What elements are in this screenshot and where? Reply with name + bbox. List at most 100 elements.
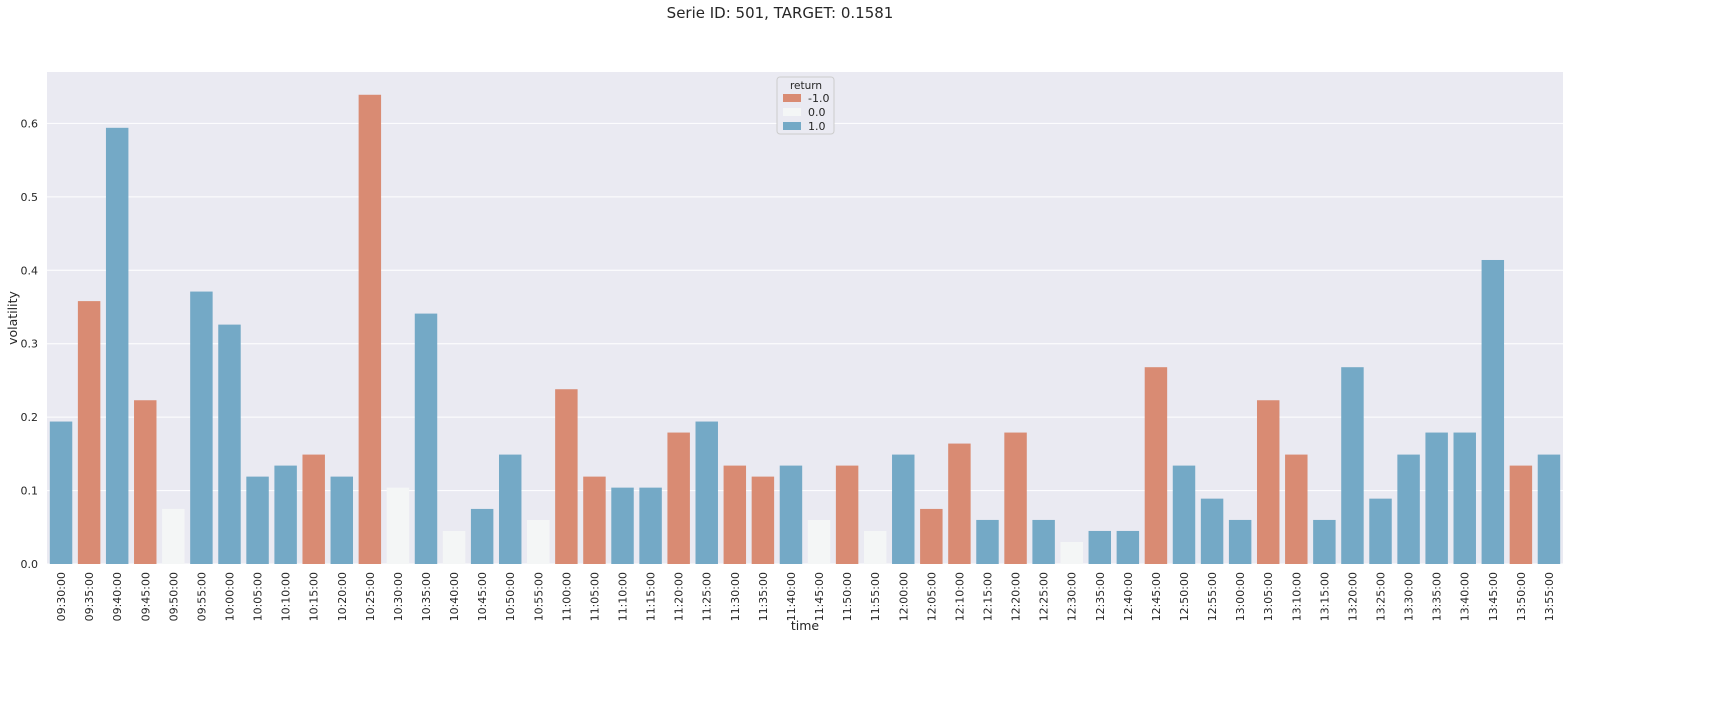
x-tick-label: 12:20:00 [1010, 572, 1023, 621]
x-tick-label: 12:05:00 [925, 572, 938, 621]
y-tick-label: 0.3 [21, 338, 39, 351]
legend-label: 1.0 [808, 120, 826, 133]
bar-10:50:00 [498, 454, 522, 564]
bar-10:20:00 [330, 476, 354, 564]
bar-12:00:00 [892, 454, 915, 564]
bar-10:35:00 [414, 313, 438, 564]
x-tick-label: 13:10:00 [1290, 572, 1303, 621]
x-tick-label: 10:50:00 [504, 572, 517, 621]
x-tick-label: 11:30:00 [729, 572, 742, 621]
x-tick-label: 11:10:00 [617, 572, 630, 621]
x-tick-label: 12:35:00 [1094, 572, 1107, 621]
bar-12:35:00 [1088, 530, 1112, 564]
x-tick-label: 11:00:00 [560, 572, 573, 621]
x-tick-label: 13:35:00 [1431, 572, 1444, 621]
bars [49, 94, 1561, 565]
bar-11:25:00 [695, 421, 718, 564]
bar-10:45:00 [470, 508, 494, 564]
y-tick-labels: 0.0 0.1 0.2 0.3 0.4 0.5 0.6 [21, 117, 39, 571]
bar-12:50:00 [1172, 465, 1196, 564]
x-tick-label: 12:30:00 [1066, 572, 1079, 621]
x-tick-label: 10:10:00 [280, 572, 293, 621]
x-tick-label: 09:30:00 [55, 572, 68, 621]
x-tick-label: 10:55:00 [532, 572, 545, 621]
x-tick-label: 13:05:00 [1262, 572, 1275, 621]
bar-11:15:00 [639, 487, 662, 564]
x-tick-label: 13:55:00 [1543, 572, 1556, 621]
x-tick-label: 10:35:00 [420, 572, 433, 621]
bar-13:40:00 [1453, 432, 1476, 564]
bar-10:55:00 [527, 519, 550, 564]
x-tick-label: 09:55:00 [195, 572, 208, 621]
bar-13:30:00 [1397, 454, 1420, 564]
x-tick-label: 11:05:00 [588, 572, 601, 621]
x-tick-label: 11:55:00 [869, 572, 882, 621]
x-tick-labels: 09:30:00 09:35:00 09:40:00 09:45:00 09:50:00… [55, 572, 1556, 621]
bar-12:40:00 [1116, 530, 1140, 564]
bar-10:40:00 [442, 530, 466, 564]
x-tick-label: 12:10:00 [953, 572, 966, 621]
bar-11:00:00 [555, 389, 578, 564]
x-tick-label: 10:20:00 [336, 572, 349, 621]
x-tick-label: 11:15:00 [645, 572, 658, 621]
x-tick-label: 13:15:00 [1318, 572, 1331, 621]
legend-label: 0.0 [808, 106, 826, 119]
bar-11:35:00 [751, 476, 775, 564]
x-tick-label: 11:45:00 [813, 572, 826, 621]
bar-10:15:00 [302, 454, 325, 564]
bar-12:15:00 [976, 519, 999, 564]
x-tick-label: 11:50:00 [841, 572, 854, 621]
legend-frame [776, 76, 835, 135]
bar-11:50:00 [835, 465, 859, 564]
bar-11:20:00 [667, 432, 690, 564]
bar-13:50:00 [1509, 465, 1533, 564]
x-tick-label: 10:40:00 [448, 572, 461, 621]
x-tick-label: 11:20:00 [673, 572, 686, 621]
bar-13:20:00 [1341, 367, 1364, 564]
x-tick-label: 12:25:00 [1038, 572, 1051, 621]
x-tick-label: 11:25:00 [701, 572, 714, 621]
x-axis-label: time [791, 618, 820, 633]
y-tick-label: 0.6 [21, 117, 39, 130]
x-tick-label: 12:45:00 [1150, 572, 1163, 621]
y-tick-label: 0.5 [21, 191, 39, 204]
bar-12:25:00 [1032, 519, 1055, 564]
x-tick-label: 12:40:00 [1122, 572, 1135, 621]
x-tick-label: 13:20:00 [1346, 572, 1359, 621]
bar-13:00:00 [1228, 519, 1252, 564]
chart-title: Serie ID: 501, TARGET: 0.1581 [667, 4, 894, 22]
x-tick-label: 10:15:00 [308, 572, 321, 621]
bar-10:05:00 [246, 476, 269, 564]
gridlines [47, 122, 1563, 565]
bar-09:55:00 [190, 291, 213, 564]
x-tick-label: 11:40:00 [785, 572, 798, 621]
bar-12:45:00 [1144, 367, 1168, 564]
x-tick-label: 10:45:00 [476, 572, 489, 621]
bar-12:55:00 [1200, 498, 1224, 564]
bar-09:30:00 [49, 421, 73, 564]
bar-12:20:00 [1004, 432, 1027, 564]
y-tick-label: 0.2 [21, 411, 39, 424]
x-tick-label: 12:00:00 [897, 572, 910, 621]
x-tick-label: 13:50:00 [1515, 572, 1528, 621]
bar-09:45:00 [134, 400, 157, 564]
x-tick-label: 10:30:00 [392, 572, 405, 621]
legend: return -1.00.01.0 [776, 76, 835, 135]
legend-swatch [783, 108, 801, 116]
bar-12:05:00 [920, 508, 943, 564]
bar-09:40:00 [105, 127, 129, 564]
bar-13:05:00 [1256, 400, 1280, 564]
bar-13:35:00 [1425, 432, 1448, 564]
bar-11:30:00 [723, 465, 747, 564]
x-tick-label: 12:15:00 [981, 572, 994, 621]
legend-label: -1.0 [808, 92, 829, 105]
bar-11:05:00 [583, 476, 606, 564]
x-tick-label: 09:50:00 [167, 572, 180, 621]
bar-13:10:00 [1285, 454, 1308, 564]
bar-09:50:00 [162, 508, 185, 564]
bar-11:10:00 [611, 487, 634, 564]
bar-12:30:00 [1060, 541, 1083, 564]
legend-title: return [790, 80, 822, 92]
x-tick-label: 13:40:00 [1459, 572, 1472, 621]
bar-10:30:00 [386, 487, 410, 564]
